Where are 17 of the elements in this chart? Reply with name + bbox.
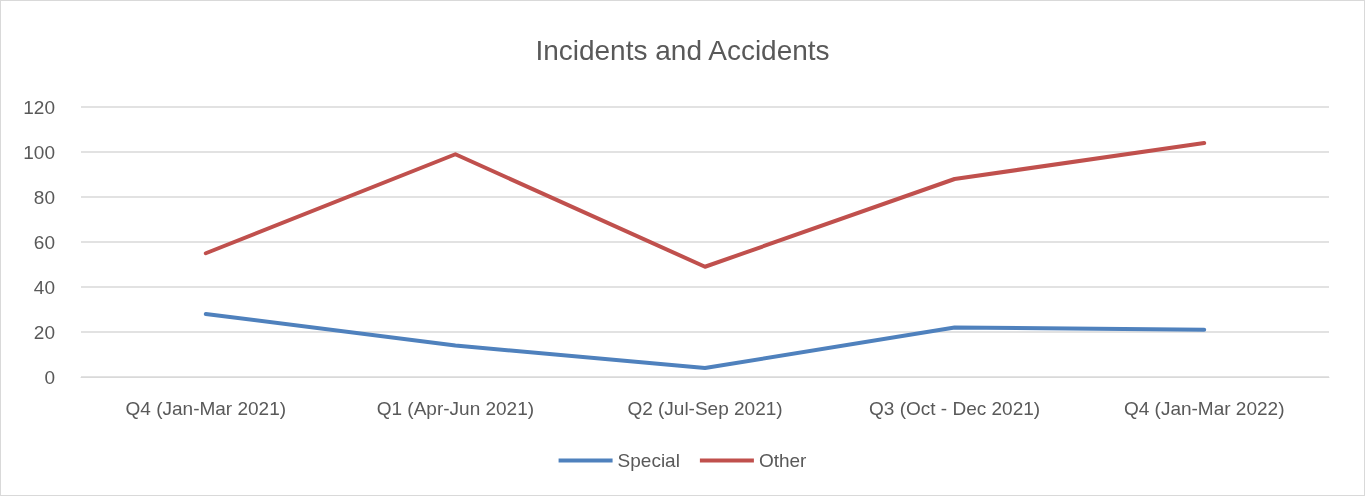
x-tick-label: Q3 (Oct - Dec 2021) bbox=[869, 398, 1041, 419]
y-tick-label: 40 bbox=[33, 276, 55, 298]
x-tick-label: Q2 (Jul-Sep 2021) bbox=[627, 398, 783, 419]
legend-label: Other bbox=[758, 450, 808, 471]
y-tick-label: 80 bbox=[33, 186, 55, 208]
x-tick-label: Q1 (Apr-Jun 2021) bbox=[376, 398, 535, 419]
y-tick-label: 120 bbox=[23, 96, 55, 118]
x-tick-label: Q4 (Jan-Mar 2021) bbox=[125, 398, 287, 419]
legend-label: Special bbox=[617, 450, 680, 471]
y-tick-label: 100 bbox=[23, 141, 55, 163]
x-tick-label: Q4 (Jan-Mar 2022) bbox=[1123, 398, 1285, 419]
line-series bbox=[203, 141, 1207, 269]
chart-title: Incidents and Accidents bbox=[535, 34, 830, 66]
y-tick-label: 60 bbox=[33, 231, 55, 253]
y-tick-label: 0 bbox=[44, 366, 55, 388]
y-tick-label: 20 bbox=[33, 321, 55, 343]
line-series bbox=[203, 312, 1207, 370]
